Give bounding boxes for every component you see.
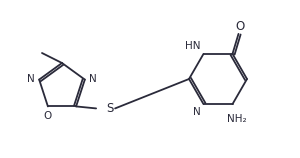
Text: O: O <box>235 20 244 33</box>
Text: O: O <box>44 111 52 121</box>
Text: S: S <box>106 102 114 115</box>
Text: N: N <box>193 107 200 117</box>
Text: N: N <box>27 74 35 84</box>
Text: HN: HN <box>185 41 200 51</box>
Text: NH₂: NH₂ <box>227 114 246 124</box>
Text: N: N <box>89 74 97 84</box>
